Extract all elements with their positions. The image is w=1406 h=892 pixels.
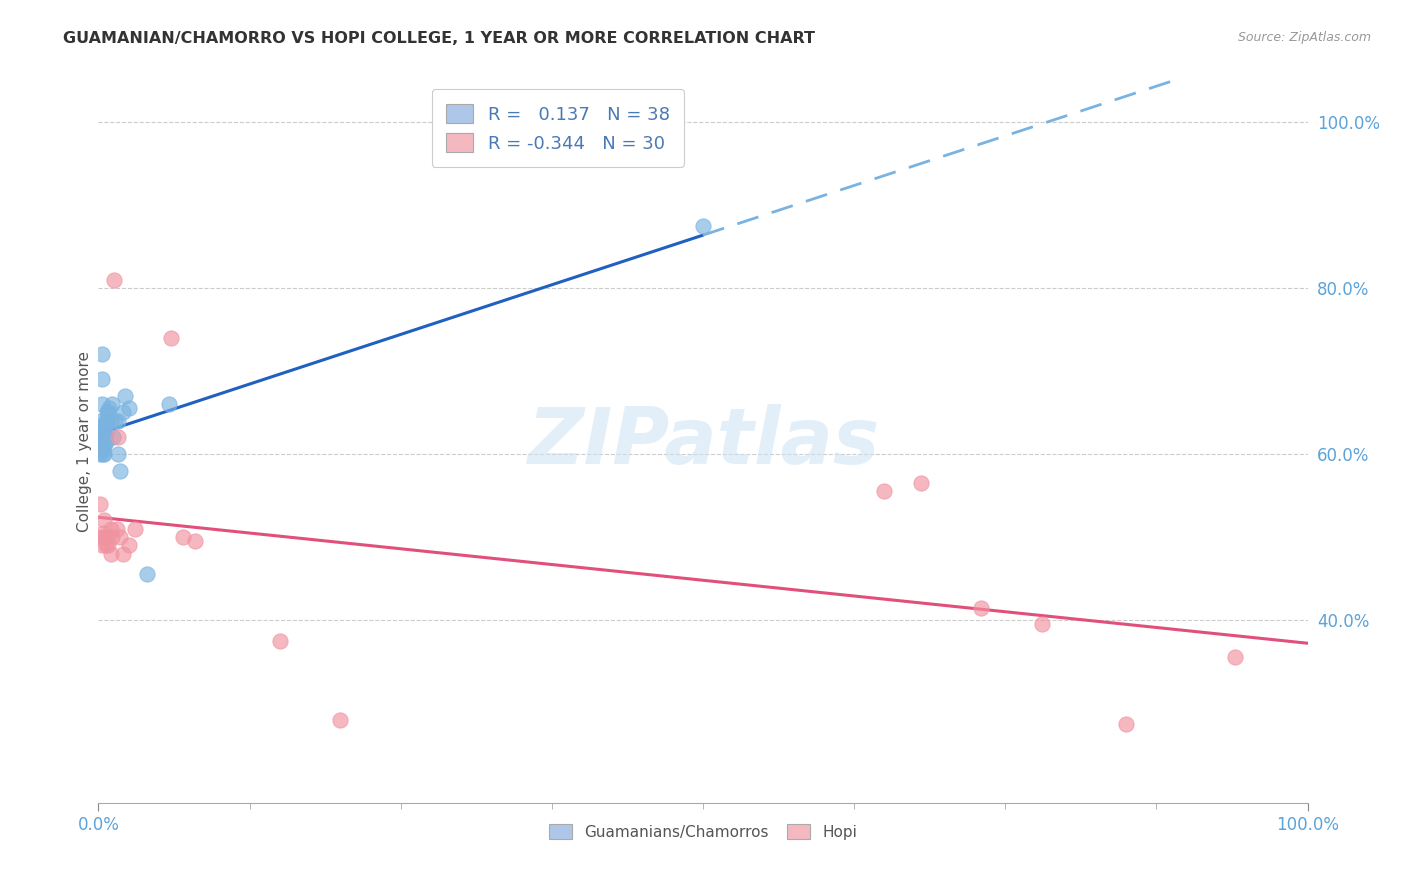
Point [157,397,180,411]
Point [93,447,115,461]
Point [107,414,129,428]
Point [135,567,157,582]
Point [692,219,714,233]
Legend: Guamanians/Chamorros, Hopi: Guamanians/Chamorros, Hopi [543,818,863,846]
Point [100,547,122,561]
Point [98,401,121,416]
Point [104,414,127,428]
Point [1115,717,1137,731]
Point [111,405,134,419]
Point [111,547,134,561]
Point [91,372,114,386]
Point [100,522,122,536]
Point [90,530,112,544]
Point [93,426,115,441]
Point [91,417,114,432]
Point [172,530,194,544]
Point [93,513,115,527]
Point [97,538,120,552]
Point [91,442,114,457]
Point [118,538,141,552]
Point [100,414,122,428]
Point [107,447,129,461]
Point [96,405,118,419]
Point [91,347,114,361]
Text: ZIPatlas: ZIPatlas [527,403,879,480]
Point [93,530,115,544]
Point [96,414,118,428]
Point [94,414,117,428]
Point [97,405,120,419]
Point [93,434,115,449]
Point [160,331,183,345]
Point [184,534,207,549]
Point [910,476,932,491]
Text: Source: ZipAtlas.com: Source: ZipAtlas.com [1237,31,1371,45]
Point [101,430,124,444]
Point [89,434,111,449]
Point [93,439,115,453]
Point [94,538,117,552]
Point [108,530,131,544]
Point [1031,617,1053,632]
Point [94,434,117,449]
Point [103,272,125,286]
Point [114,389,136,403]
Text: GUAMANIAN/CHAMORRO VS HOPI COLLEGE, 1 YEAR OR MORE CORRELATION CHART: GUAMANIAN/CHAMORRO VS HOPI COLLEGE, 1 YE… [63,31,815,46]
Point [118,401,141,416]
Point [108,464,131,478]
Y-axis label: College, 1 year or more: College, 1 year or more [77,351,91,532]
Point [873,484,896,499]
Point [91,397,114,411]
Point [89,447,111,461]
Point [90,414,112,428]
Point [91,439,114,453]
Point [100,530,122,544]
Point [90,430,112,444]
Point [91,430,114,444]
Point [329,713,352,727]
Point [94,426,117,441]
Point [90,422,112,436]
Point [269,633,291,648]
Point [91,525,114,540]
Point [91,447,114,461]
Point [124,522,146,536]
Point [100,397,122,411]
Point [105,522,128,536]
Point [1223,650,1246,665]
Point [107,430,129,444]
Point [91,538,114,552]
Point [970,600,993,615]
Point [96,530,118,544]
Point [93,422,115,436]
Point [89,497,111,511]
